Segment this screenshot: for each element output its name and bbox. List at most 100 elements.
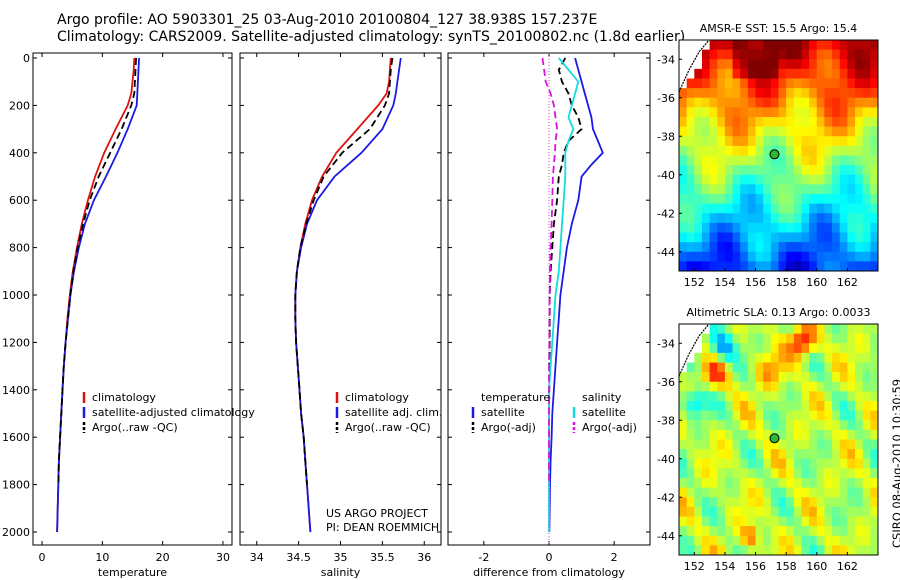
sst-cell [709,242,718,253]
sst-cell [870,107,879,118]
sla-cell [855,468,864,479]
sst-heatmap [679,40,879,272]
sla-cell [740,352,749,364]
sst-cell [809,184,818,195]
sla-cell [694,497,703,508]
sst-cell [847,107,856,118]
sla-cell [701,449,711,460]
sla-cell [717,324,726,335]
sla-cell [724,391,734,402]
sla-cell [870,497,879,508]
sla-cell [801,324,810,335]
sst-cell [855,165,864,176]
sst-cell [824,126,833,137]
sst-cell [709,97,718,108]
sst-cell [786,59,795,70]
sst-cell [801,117,810,128]
sst-cell [862,184,871,195]
sla-cell [717,478,726,489]
sst-cell [862,68,871,80]
sst-cell [824,242,833,253]
sla-cell [747,324,757,335]
sla-cell [839,506,848,518]
sst-cell [862,213,871,224]
sst-cell [755,174,764,185]
sla-cell [824,535,833,546]
sla-cell [793,410,802,421]
sst-cell [847,251,856,262]
sst-cell [855,49,864,60]
sst-cell [832,155,841,166]
sst-cell [824,155,833,166]
sla-cell [747,506,757,518]
sla-cell [793,429,802,441]
sal-series-climatology [294,57,392,533]
sst-cell [709,145,718,157]
sla-argo-marker [769,433,780,444]
sst-cell [770,174,779,185]
timestamp-stamp: CSIRO 08-Aug-2010 10:30:59 [890,378,900,548]
sla-cell [801,516,810,527]
sla-cell [701,381,711,392]
sst-cell [732,261,741,272]
sla-cell [778,439,787,450]
sla-cell [694,333,703,344]
sst-cell [740,242,749,253]
sst-cell [855,78,864,89]
sla-cell [816,381,825,392]
sst-cell [862,145,871,157]
sla-cell [847,516,856,527]
sla-cell [801,381,810,392]
sla-cell [786,352,795,364]
sal-series-satellite-adj-clim- [294,57,402,533]
sla-cell [801,497,810,508]
sla-cell [824,343,833,354]
sla-cell [793,468,802,479]
sst-cell [724,126,734,137]
sla-cell [755,362,764,373]
sst-cell [801,184,810,195]
sst-cell [679,88,688,99]
sla-cell [732,410,741,421]
sst-cell [824,78,833,89]
sla-cell [870,410,879,421]
sla-cell [755,526,764,537]
sla-cell [816,497,825,508]
sst-cell [717,97,726,108]
sst-xtick-label: 162 [837,276,858,289]
sst-cell [855,40,864,51]
sla-cell [832,333,841,344]
sst-cell [847,174,856,185]
sla-cell [778,372,787,383]
sla-cell [862,516,871,527]
sst-cell [786,165,795,176]
sla-cell [724,516,734,527]
sla-cell [740,333,749,344]
sla-cell [855,420,864,431]
sst-cell [786,222,795,234]
sst-cell [732,155,741,166]
sla-cell [763,545,772,556]
sla-cell [786,487,795,498]
sst-cell [778,261,787,272]
sla-cell [755,439,764,450]
sst-cell [755,165,764,176]
sla-cell [686,449,695,460]
sst-cell [747,126,757,137]
sla-cell [724,478,734,489]
sst-cell [686,165,695,176]
sst-cell [724,222,734,234]
sst-cell [801,145,810,157]
sst-cell [686,145,695,157]
sst-cell [801,232,810,243]
sst-cell [847,232,856,243]
sst-cell [801,242,810,253]
sla-cell [809,535,818,546]
header-line-1: Argo profile: AO 5903301_25 03-Aug-2010 … [57,12,598,28]
sla-cell [679,526,688,537]
sla-cell [747,545,757,556]
sla-cell [679,458,688,469]
sla-cell [732,468,741,479]
sst-cell [694,136,703,147]
sst-cell [801,174,810,185]
